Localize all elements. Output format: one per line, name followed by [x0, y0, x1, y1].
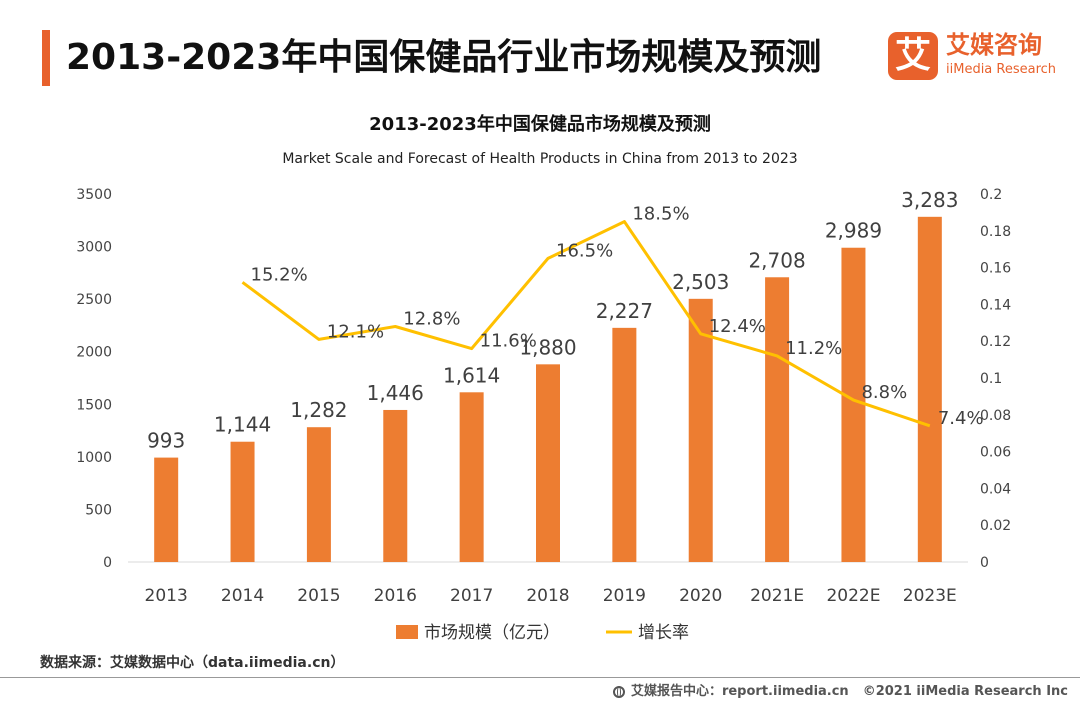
x-tick-label: 2016: [374, 586, 417, 606]
y-right-tick-label: 0.1: [980, 371, 1002, 387]
growth-rate-label: 11.2%: [785, 338, 842, 359]
bar-value-label: 1,880: [519, 335, 576, 359]
legend-label-growth-rate: 增长率: [638, 623, 689, 643]
y-left-tick-label: 1000: [76, 450, 112, 466]
y-right-tick-label: 0.06: [980, 445, 1011, 461]
bar-value-label: 1,282: [290, 398, 347, 422]
x-tick-label: 2019: [603, 586, 646, 606]
bar-market-scale: [459, 392, 484, 562]
x-tick-label: 2014: [221, 586, 264, 606]
x-tick-label: 2018: [526, 586, 569, 606]
page-title: 2013-2023年中国保健品行业市场规模及预测: [66, 37, 822, 78]
y-left-tick-label: 3000: [76, 240, 112, 256]
x-tick-label: 2017: [450, 586, 493, 606]
y-left-tick-label: 2000: [76, 345, 112, 361]
y-left-tick-label: 3500: [76, 187, 112, 203]
bar-value-label: 3,283: [901, 188, 958, 212]
bar-market-scale: [841, 247, 866, 562]
footer-divider: [0, 677, 1080, 678]
x-tick-label: 2022E: [826, 586, 880, 606]
bar-market-scale: [765, 277, 790, 562]
bar-market-scale: [536, 364, 560, 562]
bar-market-scale: [230, 441, 255, 562]
x-tick-label: 2020: [679, 586, 722, 606]
y-left-tick-label: 1500: [76, 397, 112, 413]
growth-rate-label: 11.6%: [480, 331, 537, 352]
y-right-tick-label: 0.12: [980, 334, 1011, 350]
logo-chinese-name: 艾媒咨询: [946, 31, 1042, 59]
bar-value-label: 2,503: [672, 270, 729, 294]
bar-value-label: 1,614: [443, 363, 500, 387]
chart-title: 2013-2023年中国保健品市场规模及预测: [369, 113, 711, 135]
y-right-tick-label: 0.18: [980, 224, 1011, 240]
growth-rate-label: 12.1%: [327, 321, 384, 342]
x-tick-label: 2013: [145, 586, 188, 606]
bar-market-scale: [917, 216, 942, 563]
x-tick-label: 2021E: [750, 586, 804, 606]
data-source-note: 数据来源：艾媒数据中心（data.iimedia.cn）: [40, 655, 345, 671]
growth-rate-label: 18.5%: [632, 204, 689, 225]
y-left-tick-label: 2500: [76, 292, 112, 308]
growth-rate-label: 12.8%: [403, 308, 460, 329]
bar-market-scale: [154, 457, 179, 562]
logo-mark: 艾: [888, 32, 938, 80]
y-right-tick-label: 0.16: [980, 261, 1011, 277]
market-scale-chart: 2013-2023年中国保健品市场规模及预测 Market Scale and F…: [76, 113, 1011, 643]
line-growth-rate: [241, 220, 931, 428]
bar-value-label: 2,708: [748, 248, 805, 272]
y-right-tick-label: 0.14: [980, 297, 1011, 313]
y-right-tick-label: 0: [980, 555, 989, 571]
bar-value-label: 993: [147, 429, 185, 453]
bar-value-label: 2,227: [596, 299, 653, 323]
x-tick-label: 2023E: [903, 586, 957, 606]
y-left-tick-label: 0: [103, 555, 112, 571]
bar-market-scale: [688, 298, 713, 562]
legend-label-market-scale: 市场规模（亿元）: [424, 623, 560, 643]
growth-rate-label: 15.2%: [251, 264, 308, 285]
x-tick-label: 2015: [297, 586, 340, 606]
growth-rate-label: 7.4%: [938, 408, 984, 429]
y-right-tick-label: 0.2: [980, 187, 1002, 203]
growth-rate-label: 8.8%: [861, 382, 907, 403]
bar-value-label: 2,989: [825, 219, 882, 243]
growth-rate-label: 16.5%: [556, 240, 613, 261]
legend-swatch-market-scale: [396, 625, 418, 639]
y-right-tick-label: 0.02: [980, 518, 1011, 534]
growth-rate-label: 12.4%: [709, 316, 766, 337]
logo-english-name: iiMedia Research: [946, 62, 1057, 77]
chart-subtitle: Market Scale and Forecast of Health Prod…: [282, 151, 797, 167]
bar-value-label: 1,446: [367, 381, 424, 405]
copyright-text: ©2021 iiMedia Research Inc: [862, 684, 1068, 699]
footer-bar: 艾媒报告中心：report.iimedia.cn ©2021 iiMedia Re…: [612, 680, 1068, 699]
globe-icon: [612, 686, 625, 698]
bar-value-label: 1,144: [214, 413, 271, 437]
iimedia-logo: 艾 艾媒咨询 iiMedia Research: [888, 30, 1068, 86]
title-accent-bar: [42, 30, 50, 86]
bar-market-scale: [383, 409, 408, 562]
bar-market-scale: [306, 427, 331, 562]
bar-market-scale: [612, 327, 637, 562]
report-site-link[interactable]: 艾媒报告中心：report.iimedia.cn: [630, 684, 849, 699]
y-left-tick-label: 500: [85, 502, 112, 518]
y-right-tick-label: 0.04: [980, 481, 1011, 497]
y-right-tick-label: 0.08: [980, 408, 1011, 424]
